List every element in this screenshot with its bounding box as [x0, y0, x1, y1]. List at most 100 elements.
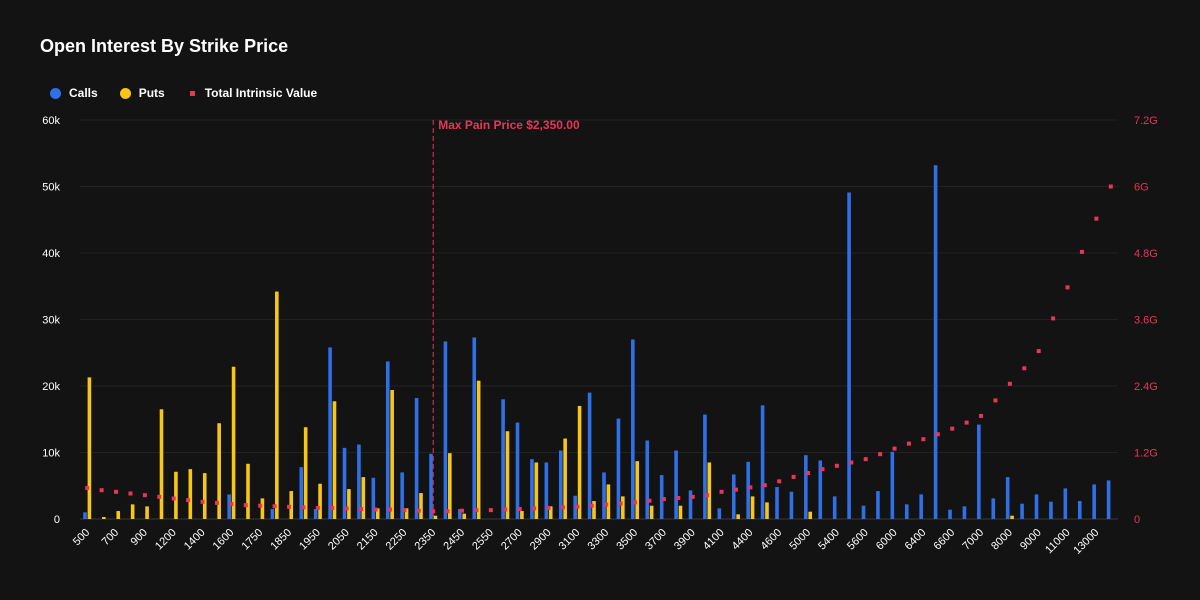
- intrinsic-value-point: [402, 508, 407, 513]
- legend-item-intrinsic[interactable]: Total Intrinsic Value: [187, 86, 317, 100]
- puts-bar: [347, 489, 351, 519]
- intrinsic-value-point: [114, 489, 119, 494]
- intrinsic-value-point: [503, 507, 508, 512]
- puts-bar: [145, 506, 149, 519]
- intrinsic-value-point: [690, 494, 695, 499]
- intrinsic-value-point: [878, 452, 883, 457]
- puts-bar: [159, 409, 164, 519]
- x-tick-label: 1200: [153, 527, 179, 553]
- x-tick-label: 3100: [557, 527, 583, 553]
- x-tick-label: 9000: [1018, 527, 1044, 553]
- max-pain-label: Max Pain Price $2,350.00: [438, 118, 580, 132]
- legend: Calls Puts Total Intrinsic Value: [50, 86, 339, 100]
- puts-bar: [606, 484, 611, 519]
- calls-bar: [804, 455, 808, 519]
- calls-bar: [443, 341, 448, 519]
- calls-bar: [818, 460, 823, 519]
- calls-bar: [861, 505, 866, 519]
- puts-bar: [621, 496, 625, 519]
- calls-bar: [659, 475, 664, 519]
- calls-bar: [400, 472, 404, 519]
- intrinsic-value-point: [171, 496, 176, 501]
- y-left-tick-label: 40k: [42, 248, 60, 260]
- puts-bar: [433, 515, 438, 519]
- intrinsic-value-point: [647, 498, 652, 503]
- x-tick-label: 3300: [586, 527, 612, 553]
- y-left-tick-label: 0: [54, 514, 60, 526]
- y-right-tick-label: 1.2G: [1134, 448, 1158, 460]
- puts-bar: [448, 453, 452, 519]
- puts-bar: [736, 514, 740, 519]
- y-right-tick-label: 2.4G: [1134, 381, 1158, 393]
- calls-bar: [616, 418, 621, 519]
- x-tick-label: 2250: [384, 527, 410, 553]
- intrinsic-value-point: [287, 504, 292, 509]
- x-tick-label: 2550: [470, 527, 496, 553]
- calls-bar: [919, 494, 923, 519]
- y-left-tick-label: 30k: [42, 315, 60, 327]
- puts-bar: [534, 462, 539, 519]
- legend-item-calls[interactable]: Calls: [50, 86, 98, 100]
- calls-bar: [1034, 494, 1039, 519]
- intrinsic-value-point: [373, 507, 378, 512]
- calls-bar: [789, 491, 794, 519]
- puts-swatch-icon: [119, 87, 131, 99]
- intrinsic-value-point: [604, 502, 609, 507]
- calls-bar: [1092, 484, 1096, 519]
- intrinsic-value-point: [344, 506, 349, 511]
- intrinsic-value-point: [330, 505, 335, 510]
- intrinsic-value-point: [1036, 349, 1041, 354]
- calls-bar: [458, 509, 462, 519]
- intrinsic-value-point: [474, 508, 479, 513]
- puts-bar: [231, 366, 236, 519]
- calls-bar: [558, 450, 563, 519]
- calls-bar: [746, 461, 750, 519]
- x-tick-label: 3900: [672, 527, 698, 553]
- intrinsic-value-point: [416, 508, 421, 513]
- intrinsic-value-point: [1094, 216, 1099, 221]
- intrinsic-value-point: [705, 493, 710, 498]
- calls-bar: [313, 509, 318, 519]
- calls-bar: [342, 447, 347, 519]
- puts-bar: [130, 504, 135, 519]
- calls-bar: [1020, 503, 1024, 519]
- calls-bar: [717, 508, 722, 519]
- puts-bar: [635, 461, 640, 519]
- intrinsic-value-point: [85, 485, 90, 490]
- intrinsic-value-point: [921, 437, 926, 442]
- intrinsic-value-point: [315, 505, 320, 510]
- y-left-tick-label: 20k: [42, 381, 60, 393]
- x-tick-label: 5400: [816, 527, 842, 553]
- y-right-tick-label: 4.8G: [1134, 248, 1158, 260]
- puts-bar: [188, 469, 193, 519]
- calls-bar: [933, 165, 938, 519]
- calls-bar: [775, 487, 779, 519]
- puts-bar: [87, 377, 92, 519]
- calls-bar: [429, 453, 433, 519]
- puts-bar: [390, 389, 394, 519]
- calls-bar: [1049, 501, 1053, 519]
- puts-bar: [1010, 515, 1014, 519]
- calls-bar: [890, 451, 895, 519]
- intrinsic-value-point: [532, 506, 537, 511]
- calls-bar: [530, 459, 534, 519]
- intrinsic-value-point: [964, 420, 969, 425]
- puts-bar: [707, 462, 712, 519]
- intrinsic-value-point: [128, 491, 133, 496]
- intrinsic-value-point: [445, 509, 450, 514]
- puts-bar: [260, 498, 265, 519]
- calls-swatch-icon: [50, 87, 61, 99]
- intrinsic-value-point: [733, 487, 738, 492]
- x-tick-label: 4400: [730, 527, 756, 553]
- puts-bar: [548, 506, 553, 519]
- calls-bar: [832, 496, 837, 519]
- x-tick-label: 2450: [441, 527, 467, 553]
- intrinsic-value-point: [935, 432, 940, 437]
- legend-item-puts[interactable]: Puts: [119, 86, 165, 100]
- puts-bar: [404, 508, 409, 519]
- puts-bar: [419, 493, 423, 519]
- intrinsic-value-point: [834, 463, 839, 468]
- x-tick-label: 5600: [845, 527, 871, 553]
- x-tick-label: 8000: [989, 527, 1015, 553]
- intrinsic-value-point: [200, 499, 205, 504]
